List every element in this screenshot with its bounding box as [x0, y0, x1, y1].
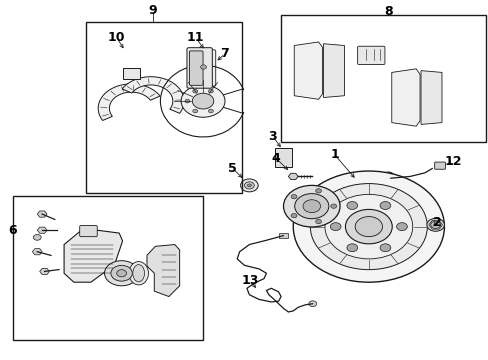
Text: 10: 10	[108, 31, 125, 44]
Circle shape	[247, 184, 251, 187]
Circle shape	[330, 223, 340, 230]
Polygon shape	[288, 173, 298, 180]
Circle shape	[283, 185, 339, 227]
Polygon shape	[391, 69, 419, 126]
FancyBboxPatch shape	[189, 51, 203, 85]
Circle shape	[192, 93, 213, 109]
Text: 3: 3	[268, 130, 277, 143]
Circle shape	[308, 301, 316, 307]
Circle shape	[396, 223, 407, 230]
Circle shape	[346, 244, 357, 252]
Polygon shape	[420, 71, 441, 125]
Polygon shape	[37, 211, 47, 217]
Bar	[281, 15, 485, 142]
Circle shape	[192, 109, 197, 113]
Circle shape	[315, 189, 321, 193]
Circle shape	[244, 182, 254, 189]
Circle shape	[240, 179, 258, 192]
Ellipse shape	[133, 265, 144, 282]
Ellipse shape	[129, 262, 148, 285]
Circle shape	[192, 89, 197, 93]
Polygon shape	[122, 77, 183, 113]
Bar	[406, 89, 413, 96]
FancyBboxPatch shape	[186, 48, 212, 88]
Circle shape	[208, 89, 213, 93]
Text: 1: 1	[330, 148, 338, 161]
Text: 4: 4	[271, 152, 280, 165]
Circle shape	[315, 219, 321, 224]
FancyBboxPatch shape	[357, 46, 384, 64]
Bar	[13, 196, 203, 339]
Bar	[86, 22, 242, 193]
Circle shape	[345, 210, 391, 244]
Circle shape	[430, 221, 440, 228]
Circle shape	[208, 109, 213, 113]
Polygon shape	[40, 268, 49, 275]
FancyBboxPatch shape	[434, 162, 445, 169]
Text: 8: 8	[383, 5, 392, 18]
Circle shape	[346, 202, 357, 210]
Text: 12: 12	[444, 155, 461, 168]
Circle shape	[303, 200, 320, 213]
Polygon shape	[98, 84, 160, 121]
Text: 5: 5	[228, 162, 237, 175]
Text: 2: 2	[432, 216, 441, 229]
Polygon shape	[37, 227, 47, 233]
Circle shape	[354, 217, 382, 237]
Circle shape	[294, 194, 328, 219]
Circle shape	[290, 213, 296, 218]
Bar	[308, 72, 316, 80]
Circle shape	[111, 265, 132, 281]
Circle shape	[117, 270, 126, 277]
Circle shape	[104, 261, 139, 286]
Polygon shape	[32, 249, 42, 255]
Bar	[122, 68, 140, 79]
Text: 9: 9	[148, 4, 157, 17]
Circle shape	[33, 234, 41, 240]
FancyBboxPatch shape	[80, 226, 97, 237]
Circle shape	[310, 184, 427, 270]
Circle shape	[181, 85, 224, 117]
Polygon shape	[323, 44, 344, 98]
Polygon shape	[294, 42, 322, 99]
Circle shape	[426, 219, 444, 231]
Bar	[274, 148, 292, 167]
Circle shape	[325, 194, 412, 259]
Bar	[278, 233, 288, 238]
Text: 13: 13	[241, 274, 259, 287]
Text: 7: 7	[220, 47, 229, 60]
Text: 11: 11	[186, 31, 204, 44]
Text: 6: 6	[9, 224, 17, 237]
Polygon shape	[64, 228, 122, 282]
Polygon shape	[147, 244, 179, 297]
Circle shape	[379, 202, 390, 210]
Circle shape	[379, 244, 390, 252]
Bar	[406, 99, 413, 107]
Bar	[308, 62, 316, 69]
Circle shape	[293, 171, 444, 282]
Circle shape	[184, 99, 189, 103]
Circle shape	[200, 65, 206, 69]
Circle shape	[330, 204, 336, 208]
FancyBboxPatch shape	[195, 50, 215, 86]
Circle shape	[290, 194, 296, 199]
